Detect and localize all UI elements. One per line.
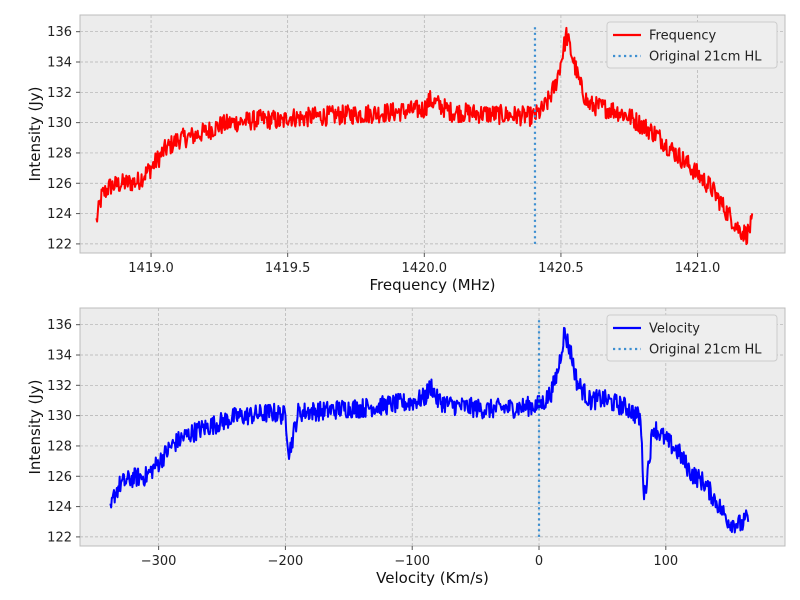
x-tick-label: 1421.0 xyxy=(675,261,721,276)
y-tick-label: 128 xyxy=(47,439,72,454)
legend-entry: Original 21cm HL xyxy=(649,50,762,65)
series-line-velocity xyxy=(109,326,750,534)
x-tick-label: 1419.0 xyxy=(128,261,174,276)
x-tick-label: −100 xyxy=(394,554,430,569)
y-axis-label: Intensity (Jy) xyxy=(26,379,44,474)
x-tick-label: 0 xyxy=(535,554,543,569)
y-tick-label: 124 xyxy=(47,500,72,515)
y-tick-label: 130 xyxy=(47,409,72,424)
y-tick-label: 130 xyxy=(47,116,72,131)
chart-panel-1: −300 −200 −100 0 100 122 124 126 128 130 132 134 136… xyxy=(26,307,786,587)
plot-frame xyxy=(79,14,786,254)
series-line-frequency xyxy=(95,26,754,246)
y-tick-label: 134 xyxy=(47,55,72,70)
y-tick-label: 126 xyxy=(47,177,72,192)
y-tick-label: 122 xyxy=(47,530,72,545)
y-tick-label: 132 xyxy=(47,379,72,394)
x-axis-label: Frequency (MHz) xyxy=(369,276,495,294)
x-tick-label: 1420.0 xyxy=(402,261,448,276)
y-tick-label: 126 xyxy=(47,470,72,485)
legend-box xyxy=(606,314,778,362)
plot-frame xyxy=(79,307,786,547)
x-axis-label: Velocity (Km/s) xyxy=(376,569,489,587)
chart-panel-0: 1419.0 1419.5 1420.0 1420.5 1421.0 122 124 126 1… xyxy=(26,14,786,294)
x-tick-label: 100 xyxy=(653,554,678,569)
x-tick-label: 1420.5 xyxy=(538,261,584,276)
x-tick-label: 1419.5 xyxy=(265,261,311,276)
y-tick-label: 134 xyxy=(47,348,72,363)
x-tick-label: −200 xyxy=(268,554,304,569)
legend-entry: Velocity xyxy=(649,322,700,337)
y-tick-label: 124 xyxy=(47,207,72,222)
y-tick-label: 136 xyxy=(47,25,72,40)
y-tick-label: 136 xyxy=(47,318,72,333)
y-tick-label: 122 xyxy=(47,237,72,252)
y-axis-label: Intensity (Jy) xyxy=(26,86,44,181)
y-tick-label: 128 xyxy=(47,146,72,161)
legend-entry: Original 21cm HL xyxy=(649,343,762,358)
legend-box xyxy=(606,21,778,69)
y-tick-label: 132 xyxy=(47,86,72,101)
legend-entry: Frequency xyxy=(649,29,716,44)
x-tick-label: −300 xyxy=(141,554,177,569)
